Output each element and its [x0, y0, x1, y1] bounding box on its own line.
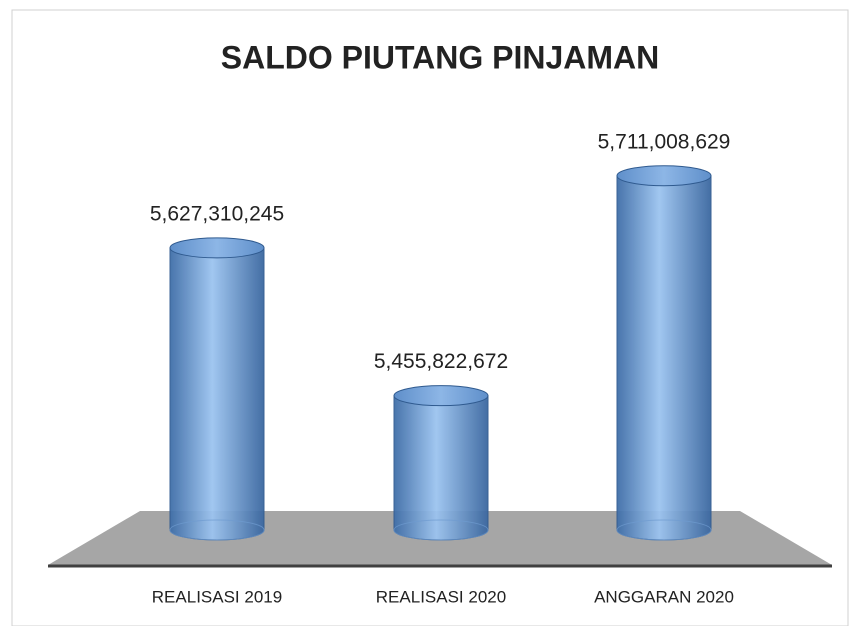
bar: [616, 165, 712, 541]
bar: [169, 237, 265, 541]
x-tick-label: ANGGARAN 2020: [594, 587, 734, 606]
data-label: 5,627,310,245: [150, 202, 284, 225]
data-label: 5,711,008,629: [598, 130, 731, 153]
chart-title: SALDO PIUTANG PINJAMAN: [221, 39, 660, 75]
x-tick-label: REALISASI 2020: [376, 587, 506, 606]
x-tick-label: REALISASI 2019: [152, 587, 282, 606]
data-label: 5,455,822,672: [374, 350, 508, 373]
bar: [393, 385, 489, 541]
